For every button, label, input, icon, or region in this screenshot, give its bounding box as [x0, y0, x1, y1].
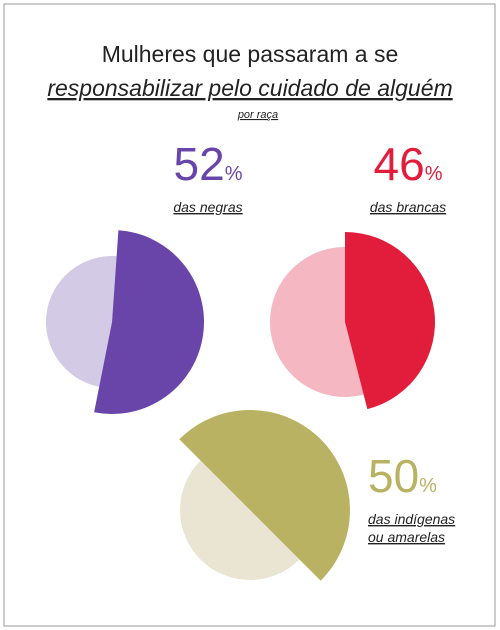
pie-slice — [94, 230, 204, 414]
value-unit: % — [425, 163, 443, 185]
group-label: das negras — [173, 199, 242, 215]
group-label: ou amarelas — [368, 529, 445, 545]
value-label: 46% — [374, 138, 443, 190]
title-line: responsabilizar pelo cuidado de alguém — [47, 75, 452, 101]
pie-slice — [270, 247, 364, 398]
pie-slice — [180, 460, 300, 580]
value-number: 46 — [374, 138, 425, 190]
value-label: 52% — [174, 138, 243, 190]
group-label: das indígenas — [368, 511, 455, 527]
pie-slice — [45, 256, 117, 387]
pie-slice — [345, 232, 435, 410]
title-line: Mulheres que passaram a se — [102, 41, 399, 67]
value-unit: % — [419, 475, 437, 497]
subtitle: por raça — [237, 109, 278, 121]
pie-slice — [179, 409, 350, 581]
value-number: 52 — [174, 138, 225, 190]
value-number: 50 — [368, 450, 419, 502]
value-label: 50% — [368, 450, 437, 502]
group-label: das brancas — [370, 199, 446, 215]
value-unit: % — [225, 163, 243, 185]
